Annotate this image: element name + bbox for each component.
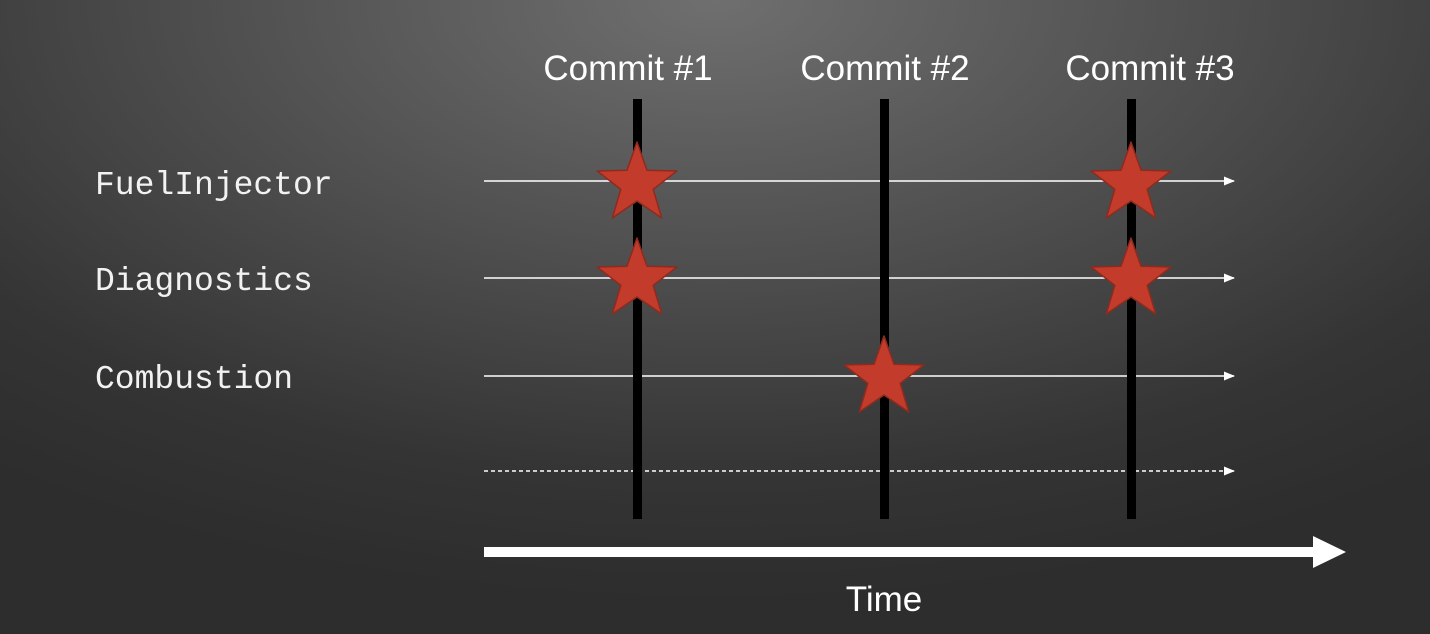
star-icon: [596, 141, 678, 219]
star-icon: [1090, 141, 1172, 219]
commit-bar-2: [880, 99, 889, 519]
commit-bar-1: [633, 99, 642, 519]
module-label-combustion: Combustion: [95, 361, 293, 398]
time-arrow-head: [1313, 536, 1346, 568]
commit-bar-3: [1127, 99, 1136, 519]
module-label-fuelinjector: FuelInjector: [95, 167, 333, 204]
change-stars: [596, 141, 1172, 413]
time-arrow-shaft: [484, 547, 1320, 557]
star-icon: [843, 335, 925, 413]
commit-label-3: Commit #3: [1065, 49, 1234, 88]
star-icon: [1090, 237, 1172, 315]
commit-label-2: Commit #2: [800, 49, 969, 88]
module-label-diagnostics: Diagnostics: [95, 263, 313, 300]
time-axis-label: Time: [846, 580, 922, 619]
star-icon: [596, 237, 678, 315]
commit-label-1: Commit #1: [543, 49, 712, 88]
